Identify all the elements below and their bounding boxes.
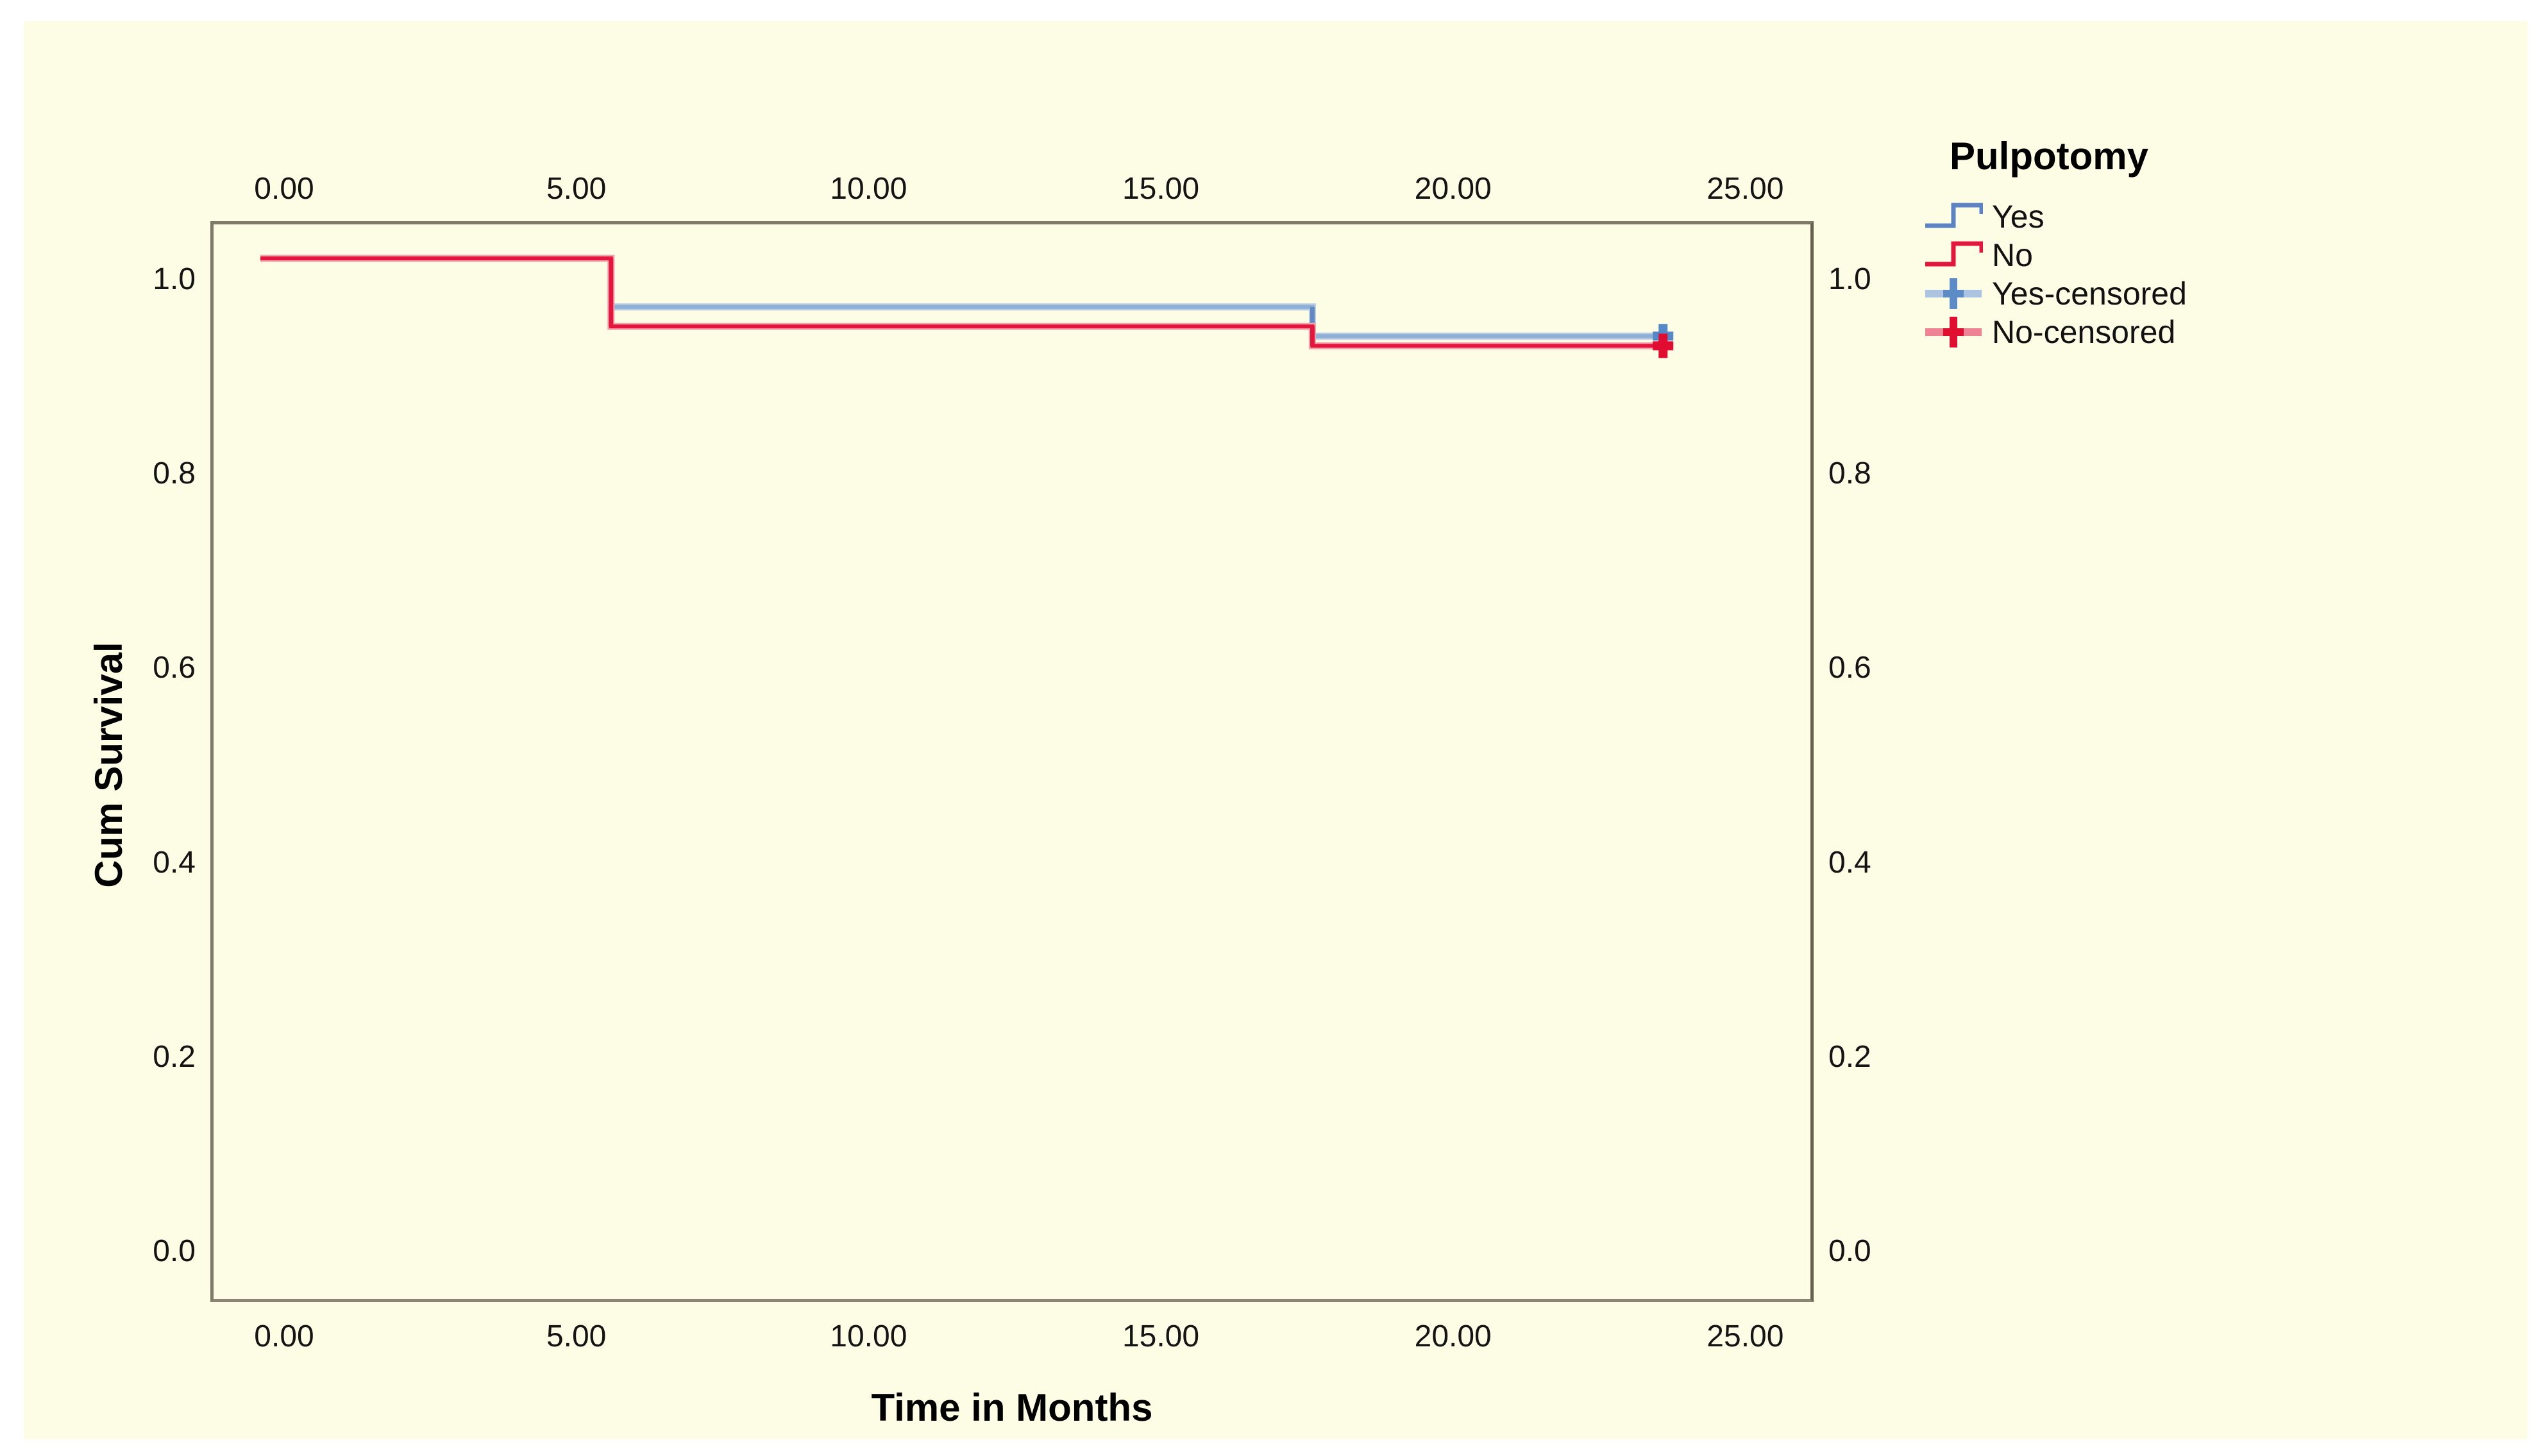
legend-item-label: No (1992, 237, 2033, 273)
y-tick-label-right: 0.2 (1828, 1039, 1871, 1074)
legend-censored-plus-icon (1925, 317, 1982, 347)
x-tick-label-bottom: 10.00 (830, 1319, 907, 1353)
x-tick-label-bottom: 0.00 (254, 1319, 314, 1353)
x-tick-label-top: 20.00 (1414, 172, 1492, 206)
y-tick-label-right: 0.4 (1828, 845, 1871, 880)
y-tick-label-right: 0.6 (1828, 651, 1871, 685)
legend-step-line-icon (1925, 241, 1983, 267)
y-tick-label-right: 0.0 (1828, 1234, 1871, 1268)
y-tick-label-left: 0.8 (153, 456, 196, 491)
x-tick-label-top: 5.00 (546, 172, 607, 206)
x-tick-label-bottom: 15.00 (1122, 1319, 1200, 1353)
x-tick-label-bottom: 25.00 (1707, 1319, 1784, 1353)
legend: Pulpotomy Yes No Yes-censored No-censored (1924, 134, 2501, 351)
plot-area (210, 221, 1814, 1302)
x-tick-label-top: 10.00 (830, 172, 907, 206)
legend-item-yes-censored: Yes-censored (1924, 274, 2501, 313)
legend-title: Pulpotomy (1950, 135, 2148, 178)
legend-item-yes: Yes (1924, 197, 2501, 236)
y-tick-label-right: 1.0 (1828, 262, 1871, 296)
legend-items: Yes No Yes-censored No-censored (1924, 197, 2501, 351)
y-tick-label-left: 0.4 (153, 845, 196, 880)
legend-item-no-censored: No-censored (1924, 313, 2501, 351)
legend-item-label: No-censored (1992, 314, 2176, 350)
x-tick-label-bottom: 5.00 (546, 1319, 607, 1353)
legend-item-label: Yes-censored (1992, 276, 2187, 312)
y-axis-title: Cum Survival (87, 642, 130, 888)
legend-item-no: No (1924, 236, 2501, 274)
y-tick-label-right: 0.8 (1828, 456, 1871, 491)
chart-canvas: 0.00 5.00 10.00 15.00 20.00 25.00 0.00 5.00 10.… (24, 21, 2527, 1439)
x-axis-title: Time in Months (871, 1386, 1153, 1429)
legend-item-label: Yes (1992, 199, 2044, 235)
y-tick-label-left: 0.6 (153, 651, 196, 685)
legend-censored-plus-icon (1925, 278, 1982, 309)
legend-step-line-icon (1925, 203, 1983, 228)
x-tick-label-top: 0.00 (254, 172, 314, 206)
x-tick-label-bottom: 20.00 (1414, 1319, 1492, 1353)
x-tick-label-top: 25.00 (1707, 172, 1784, 206)
y-tick-label-left: 1.0 (153, 262, 196, 296)
y-tick-label-left: 0.2 (153, 1039, 196, 1074)
x-tick-label-top: 15.00 (1122, 172, 1200, 206)
y-tick-label-left: 0.0 (153, 1234, 196, 1268)
